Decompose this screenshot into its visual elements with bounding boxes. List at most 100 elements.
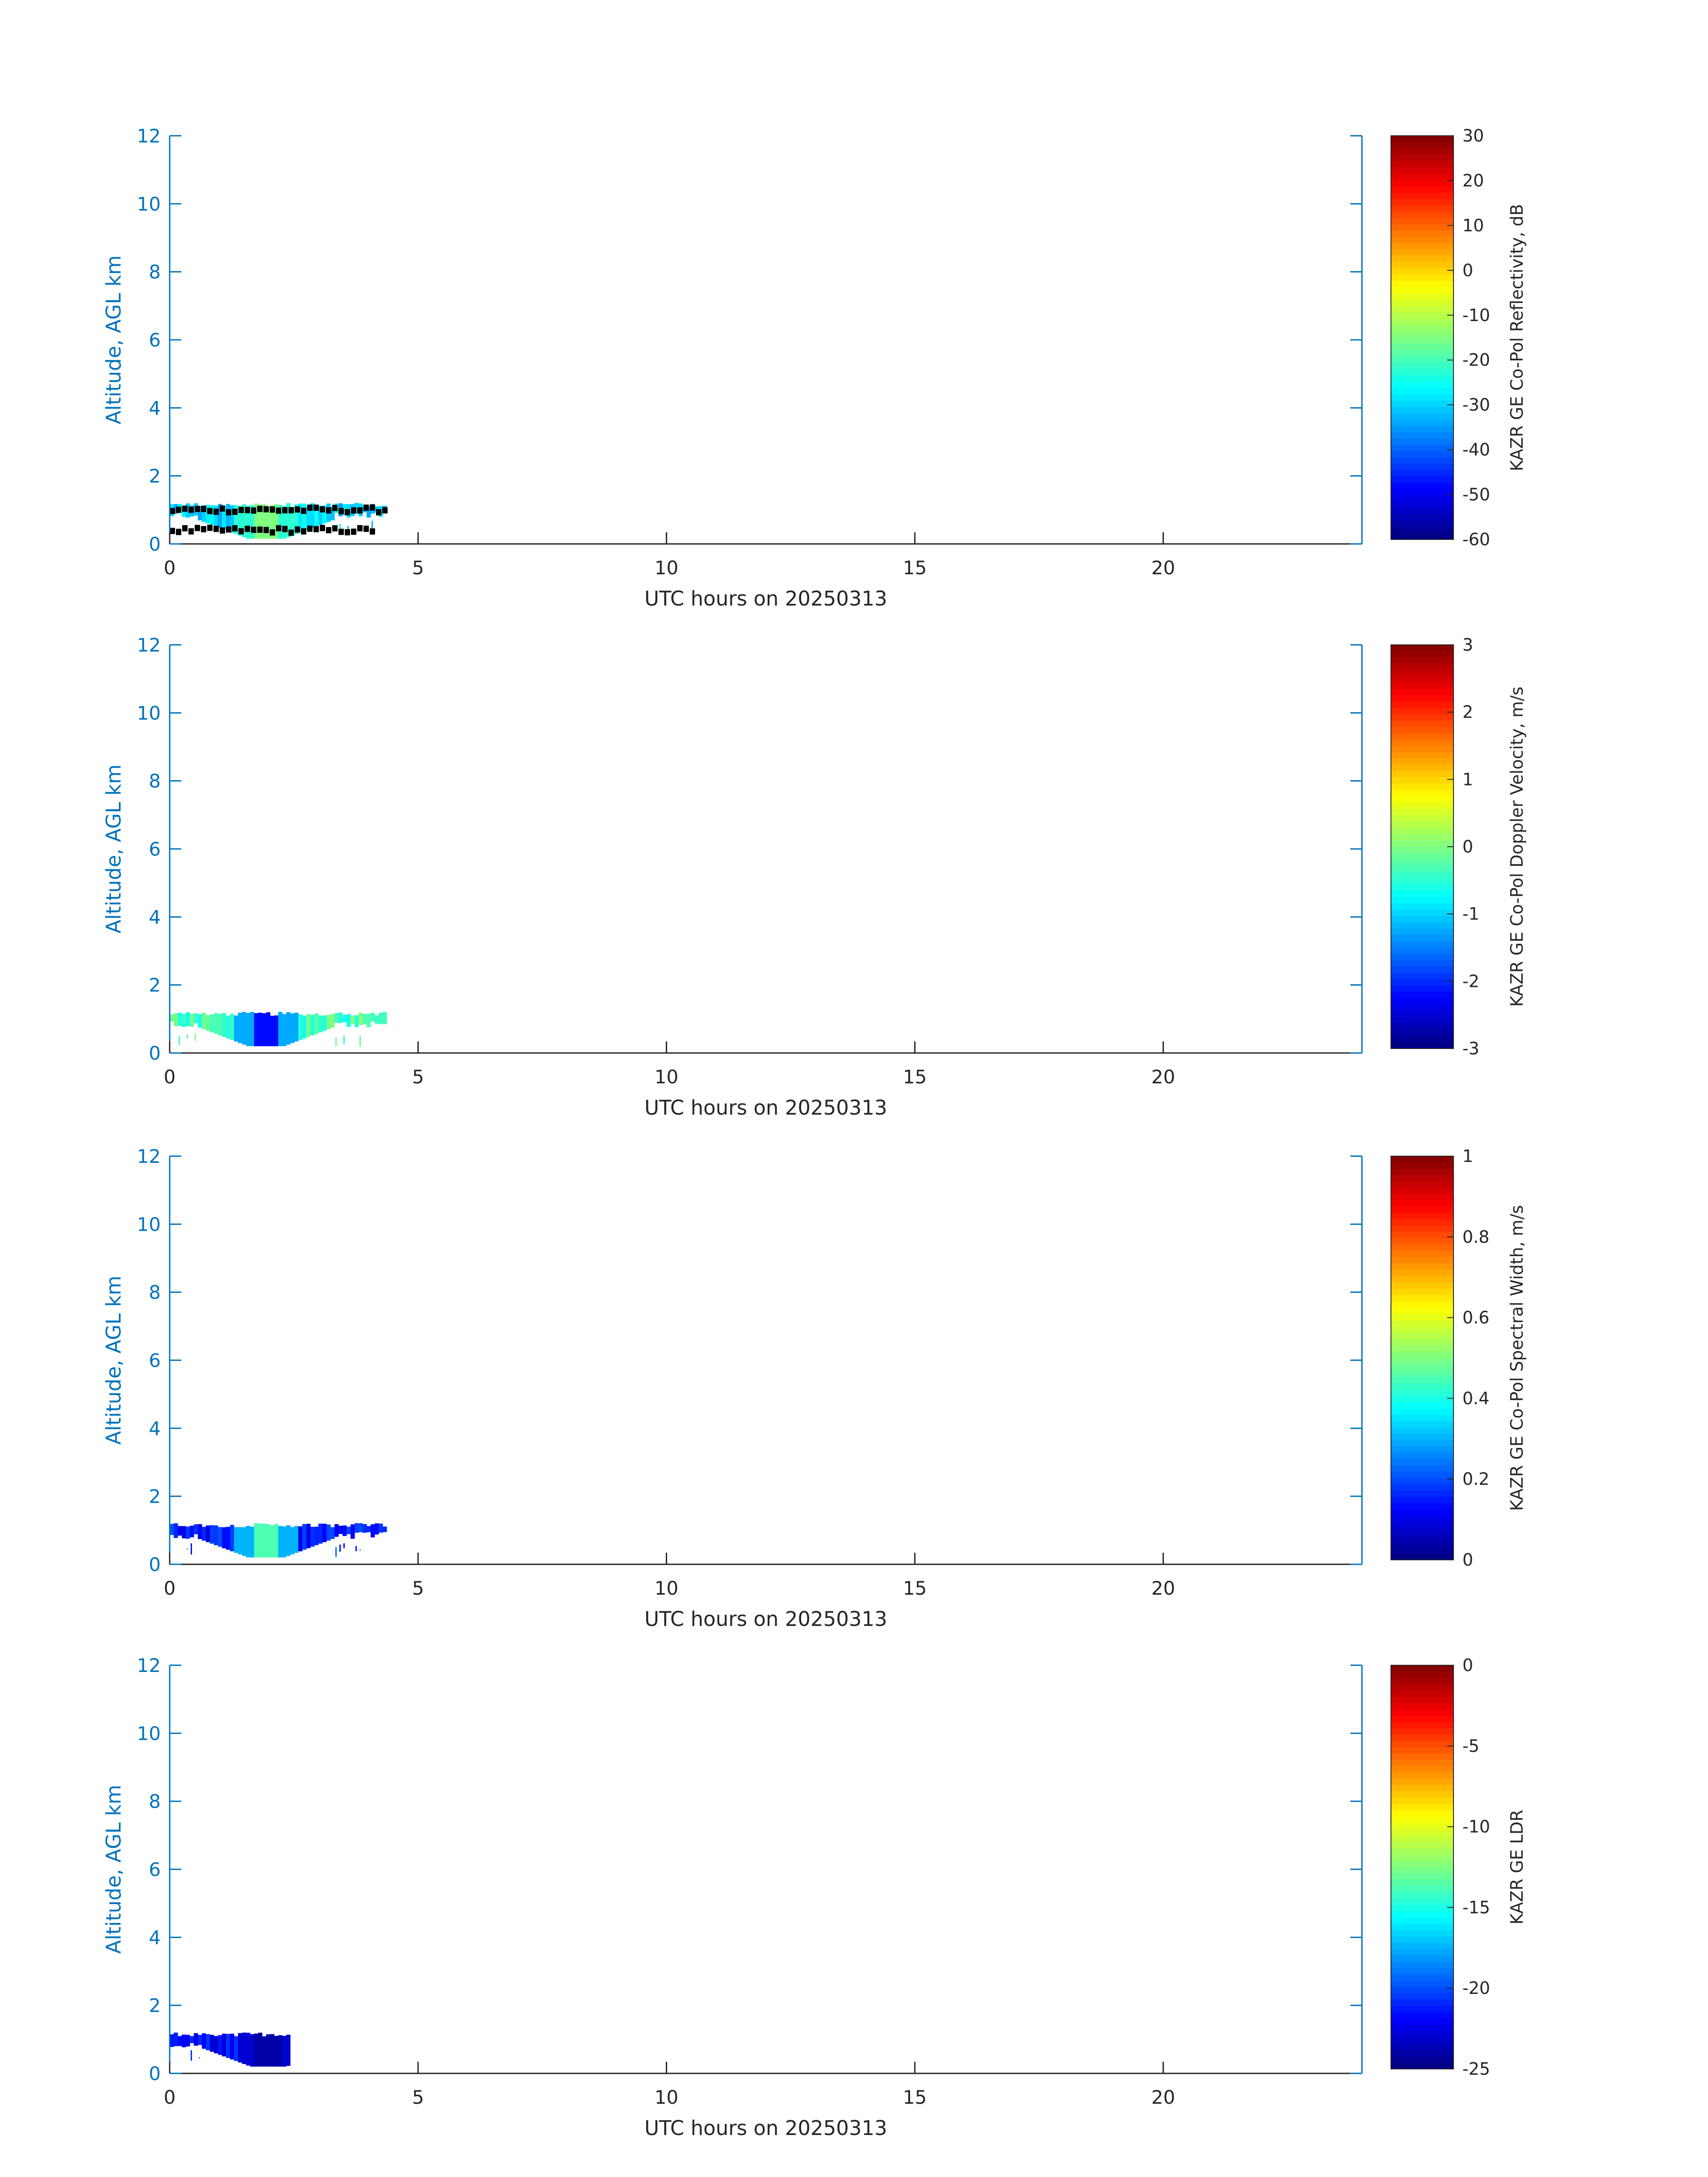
echo-column <box>274 504 279 539</box>
bad-data-mark <box>176 506 181 513</box>
echo-column <box>302 1524 307 1550</box>
y-tick-label: 8 <box>149 770 161 792</box>
colorbar-segment <box>1391 1496 1453 1504</box>
colorbar-segment <box>1391 495 1453 502</box>
bad-data-mark <box>226 526 231 533</box>
colorbar-segment <box>1391 1339 1453 1346</box>
bad-data-mark <box>357 525 363 531</box>
bad-data-mark <box>307 525 313 532</box>
colorbar-segment <box>1391 1880 1453 1886</box>
colorbar-segment <box>1391 1465 1453 1472</box>
radar-echo <box>170 1523 387 1558</box>
bad-data-mark <box>188 506 194 513</box>
colorbar-segment <box>1391 1402 1453 1409</box>
colorbar-segment <box>1391 1722 1453 1729</box>
y-axis-label: Altitude, AGL km <box>102 765 125 934</box>
echo-column <box>246 1013 251 1046</box>
echo-column <box>278 1011 283 1046</box>
colorbar: 3 2 1 0 -1 -2 -3 KAZR GE Co-Pol Doppler Velocit… <box>1391 635 1527 1058</box>
bad-data-mark <box>320 525 325 531</box>
colorbar-segment <box>1391 2012 1453 2019</box>
colorbar-segment <box>1391 1547 1453 1554</box>
bad-data-mark <box>288 507 294 514</box>
colorbar-segment <box>1391 1734 1453 1742</box>
colorbar-segment <box>1391 1364 1453 1371</box>
bad-data-mark <box>263 526 269 533</box>
colorbar-segment <box>1391 1308 1453 1314</box>
echo-column <box>202 1012 206 1029</box>
colorbar-tick-label: -25 <box>1462 2059 1490 2079</box>
colorbar-segment <box>1391 1898 1453 1905</box>
colorbar-segment <box>1391 758 1453 765</box>
echo-column <box>222 506 226 530</box>
colorbar-tick-label: -10 <box>1462 305 1490 325</box>
echo-column <box>306 506 311 530</box>
bad-data-mark <box>338 508 344 514</box>
colorbar-segment <box>1391 689 1453 696</box>
colorbar-segment <box>1391 243 1453 250</box>
colorbar-segment <box>1391 695 1453 702</box>
echo-column <box>238 2033 242 2063</box>
echo-column <box>242 1012 246 1045</box>
echo-column <box>302 1015 307 1039</box>
colorbar-segment <box>1391 979 1453 986</box>
colorbar-segment <box>1391 255 1453 263</box>
colorbar-segment <box>1391 1490 1453 1497</box>
colorbar-segment <box>1391 1169 1453 1175</box>
colorbar-segment <box>1391 1181 1453 1188</box>
colorbar-segment <box>1391 407 1453 414</box>
echo-column <box>198 506 202 521</box>
bad-data-mark <box>251 526 256 533</box>
echo-column <box>194 2033 198 2046</box>
colorbar-segment <box>1391 1924 1453 1930</box>
bad-data-mark <box>332 505 338 511</box>
echo-column <box>210 1014 214 1032</box>
colorbar-segment <box>1391 777 1453 784</box>
colorbar-segment <box>1391 1835 1453 1843</box>
colorbar-segment <box>1391 809 1453 815</box>
y-tick-label: 2 <box>149 1995 161 2017</box>
echo-column <box>310 503 315 528</box>
colorbar-segment <box>1391 1213 1453 1220</box>
colorbar-segment <box>1391 199 1453 205</box>
echo-column <box>174 1523 178 1538</box>
colorbar-segment <box>1391 1918 1453 1924</box>
colorbar-segment <box>1391 1440 1453 1447</box>
y-tick-label: 12 <box>137 634 161 656</box>
colorbar-segment <box>1391 916 1453 923</box>
y-tick-label: 6 <box>149 838 161 860</box>
colorbar-segment <box>1391 325 1453 332</box>
colorbar-tick-label: -5 <box>1462 1736 1479 1756</box>
colorbar-tick-label: 3 <box>1462 635 1473 655</box>
bad-data-mark <box>351 507 356 514</box>
bad-data-mark <box>376 509 381 516</box>
colorbar-segment <box>1391 1974 1453 1981</box>
colorbar-segment <box>1391 432 1453 439</box>
colorbar-segment <box>1391 205 1453 212</box>
bad-data-mark <box>276 507 281 514</box>
colorbar-tick-label: 0.2 <box>1462 1469 1489 1489</box>
colorbar-segment <box>1391 1389 1453 1396</box>
echo-column <box>174 2032 178 2046</box>
colorbar-segment <box>1391 1377 1453 1384</box>
colorbar-tick-label: 30 <box>1462 126 1484 146</box>
colorbar-segment <box>1391 897 1453 904</box>
bad-data-mark <box>313 504 319 511</box>
colorbar-segment <box>1391 1860 1453 1868</box>
colorbar-segment <box>1391 224 1453 231</box>
colorbar-segment <box>1391 217 1453 225</box>
echo-column <box>266 1012 271 1046</box>
colorbar-segment <box>1391 1892 1453 1899</box>
echo-column <box>338 1012 343 1023</box>
colorbar-segment <box>1391 1219 1453 1226</box>
echo-column <box>170 2034 174 2047</box>
colorbar-segment <box>1391 1200 1453 1207</box>
colorbar-segment <box>1391 148 1453 155</box>
colorbar-segment <box>1391 1345 1453 1352</box>
colorbar-segment <box>1391 1842 1453 1849</box>
colorbar-segment <box>1391 155 1453 162</box>
colorbar-segment <box>1391 1250 1453 1258</box>
echo-column <box>375 1015 379 1024</box>
colorbar-segment <box>1391 954 1453 961</box>
echo-column <box>375 1523 379 1535</box>
